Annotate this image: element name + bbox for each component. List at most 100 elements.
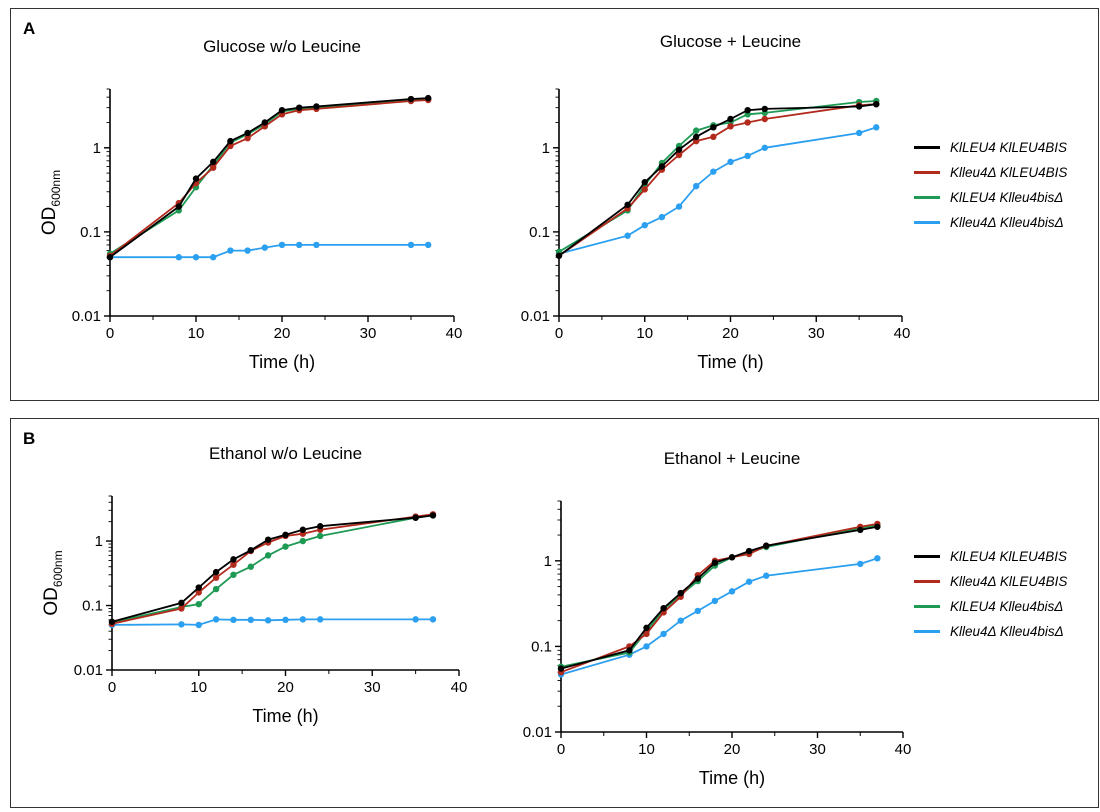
data-point (282, 531, 289, 539)
data-point (763, 572, 770, 579)
data-point (727, 115, 734, 123)
data-point (230, 571, 237, 578)
x-tick-label: 30 (808, 325, 825, 342)
chart-2: Ethanol w/o Leucine 0 10 20 30 40 0.01 0.1 1 Time… (41, 444, 467, 726)
y-axis-label: OD600nm (41, 550, 65, 615)
x-axis-label: Time (h) (699, 768, 765, 788)
series-line (111, 514, 434, 624)
data-point (429, 512, 437, 519)
panel-letter: B (23, 429, 36, 448)
y-tick-label: 0.01 (72, 308, 101, 325)
x-tick-label: 0 (106, 325, 114, 342)
data-point (626, 647, 633, 654)
legend: KlLEU4 KlLEU4BIS Klleu4Δ KlLEU4BIS KlLEU… (914, 135, 1100, 235)
data-point (425, 241, 432, 249)
data-point (244, 247, 251, 254)
series-line (558, 100, 877, 253)
data-point (195, 600, 202, 608)
series-line (558, 103, 877, 257)
y-tick-label: 0.1 (80, 224, 101, 241)
data-point (624, 232, 631, 239)
data-point (675, 146, 683, 153)
data-point (178, 599, 185, 607)
data-point (744, 119, 751, 126)
series-line (560, 525, 878, 670)
y-tick-label: 1 (542, 140, 550, 157)
data-point (710, 168, 717, 175)
legend-label: Klleu4Δ Klleu4bisΔ (950, 624, 1064, 639)
data-point (874, 555, 881, 562)
data-point (658, 163, 666, 170)
data-point (641, 178, 648, 186)
y-tick-label: 0.01 (523, 724, 552, 741)
data-point (247, 616, 254, 624)
data-point (675, 203, 683, 210)
data-point (694, 607, 701, 615)
data-point (192, 175, 200, 182)
x-tick-label: 0 (557, 741, 565, 758)
x-tick-label: 30 (364, 679, 381, 696)
data-point (641, 186, 648, 193)
data-point (429, 616, 437, 623)
data-point (412, 616, 419, 623)
x-tick-label: 10 (190, 679, 207, 696)
data-point (317, 616, 324, 623)
data-point (643, 643, 650, 650)
legend-swatch-1 (914, 171, 940, 174)
data-point (247, 547, 254, 554)
legend-swatch-3 (914, 221, 940, 224)
data-point (247, 563, 254, 570)
x-tick-label: 20 (724, 741, 741, 758)
data-point (857, 526, 864, 534)
panel-a: A Glucose w/o Leucine 0 10 20 30 40 0.01 0.1 1 Ti… (10, 8, 1099, 401)
data-point (299, 537, 307, 545)
y-tick-label: 0.1 (529, 224, 550, 241)
chart-title: Glucose w/o Leucine (203, 37, 361, 56)
data-point (727, 158, 734, 166)
data-point (744, 152, 751, 160)
data-point (728, 588, 736, 595)
y-tick-label: 1 (93, 140, 101, 157)
x-axis-label: Time (h) (249, 352, 315, 372)
data-point (230, 561, 237, 568)
data-point (677, 589, 684, 597)
data-point (745, 547, 753, 555)
legend: KlLEU4 KlLEU4BIS Klleu4Δ KlLEU4BIS KlLEU… (914, 544, 1100, 644)
data-point (412, 514, 419, 521)
x-tick-label: 40 (894, 325, 911, 342)
legend-item: KlLEU4 Klleu4bisΔ (914, 594, 1100, 619)
legend-item: Klleu4Δ KlLEU4BIS (914, 160, 1100, 185)
legend-item: KlLEU4 Klleu4bisΔ (914, 185, 1100, 210)
data-point (261, 244, 268, 251)
series-line (109, 99, 429, 257)
data-point (874, 523, 881, 530)
data-point (761, 105, 768, 113)
data-point (317, 532, 324, 540)
legend-swatch-0 (914, 146, 940, 149)
data-point (108, 618, 116, 625)
data-point (658, 213, 666, 221)
x-axis-label: Time (h) (252, 706, 318, 726)
chart-1: Glucose + Leucine 0 10 20 30 40 0.01 0.1 1 Time (… (521, 32, 911, 372)
legend-label: Klleu4Δ KlLEU4BIS (950, 165, 1068, 180)
data-point (693, 182, 700, 190)
data-point (227, 137, 234, 145)
x-tick-label: 0 (555, 325, 563, 342)
series-line (560, 524, 878, 668)
data-point (175, 254, 182, 261)
data-point (212, 574, 220, 581)
data-point (282, 543, 289, 550)
y-tick-label: 0.1 (82, 598, 103, 615)
legend-swatch-3 (914, 630, 940, 633)
series-line (109, 98, 429, 255)
y-axis-label-sub: 600nm (49, 170, 63, 207)
data-point (873, 124, 880, 131)
data-point (212, 616, 220, 623)
x-tick-label: 20 (274, 325, 291, 342)
data-point (855, 103, 863, 110)
legend-label: Klleu4Δ Klleu4bisΔ (950, 215, 1064, 230)
x-axis-label: Time (h) (697, 352, 763, 372)
data-point (677, 617, 684, 624)
